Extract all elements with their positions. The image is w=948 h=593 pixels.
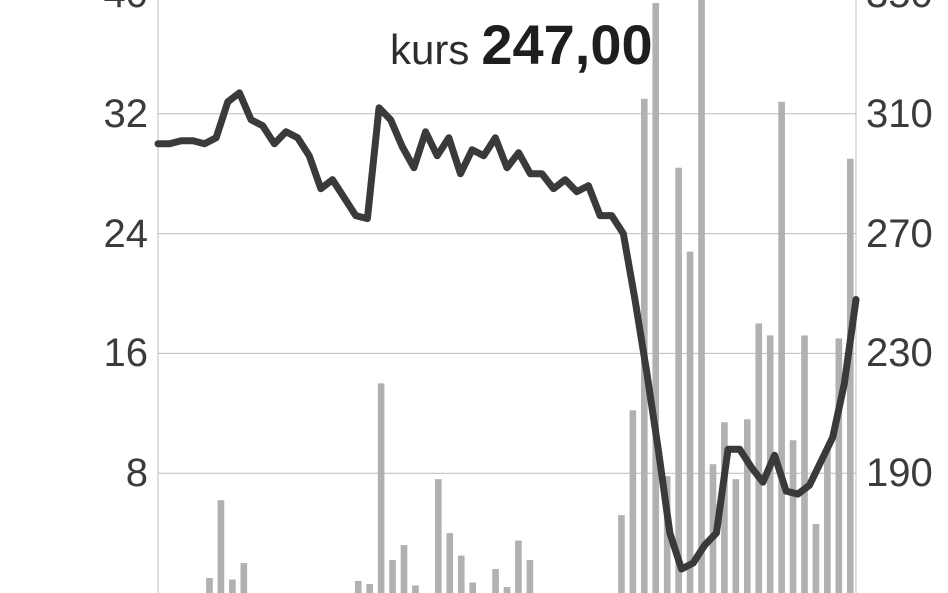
left-tick-8-text: 8 <box>126 451 148 495</box>
right-tick-230-text: 230 <box>866 331 933 375</box>
right-tick-230: 230 <box>866 331 933 376</box>
kurs-label: kurs <box>390 26 469 74</box>
right-tick-190: 190 <box>866 451 933 496</box>
left-tick-16-text: 16 <box>104 331 149 375</box>
chart-svg <box>0 0 948 593</box>
right-tick-350-text: 350 <box>866 0 933 16</box>
stock-chart: 40 32 24 16 8 350 310 270 230 190 kurs 2… <box>0 0 948 593</box>
right-tick-190-text: 190 <box>866 451 933 495</box>
left-tick-24-text: 24 <box>104 212 149 256</box>
left-tick-8: 8 <box>70 451 148 496</box>
right-tick-310-text: 310 <box>866 92 933 136</box>
left-tick-32-text: 32 <box>104 92 149 136</box>
right-tick-270: 270 <box>866 212 933 257</box>
left-tick-16: 16 <box>70 331 148 376</box>
right-tick-310: 310 <box>866 92 933 137</box>
left-tick-24: 24 <box>70 212 148 257</box>
left-tick-32: 32 <box>70 92 148 137</box>
left-tick-40-text: 40 <box>104 0 149 16</box>
kurs-readout: kurs 247,00 <box>390 12 653 77</box>
kurs-value: 247,00 <box>481 12 652 77</box>
right-tick-270-text: 270 <box>866 212 933 256</box>
left-tick-40: 40 <box>70 0 148 17</box>
right-tick-350: 350 <box>866 0 933 17</box>
